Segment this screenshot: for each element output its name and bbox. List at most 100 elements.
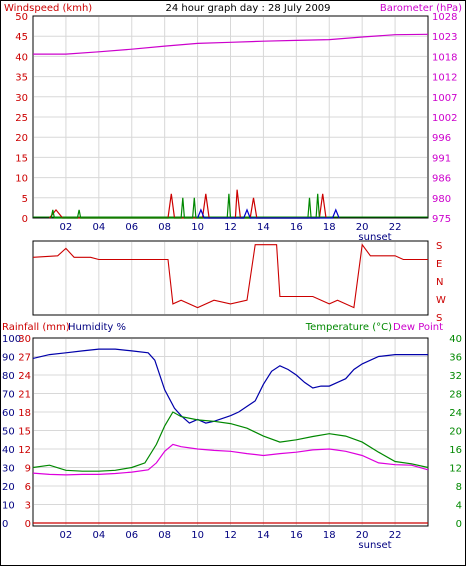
top-x-tick-14: 14 bbox=[257, 222, 270, 233]
temperature-tick-32: 32 bbox=[449, 371, 462, 382]
series-dew-point-line bbox=[32, 443, 429, 476]
bottom-sunset-label: sunset bbox=[358, 540, 391, 551]
bottom-x-tick-14: 14 bbox=[257, 530, 270, 541]
series-temperature-line bbox=[32, 411, 429, 472]
top-x-tick-10: 10 bbox=[191, 222, 204, 233]
series-windspeed-line bbox=[197, 208, 340, 219]
top-panel-grid bbox=[34, 17, 427, 217]
top-x-tick-04: 04 bbox=[92, 222, 105, 233]
barometer-tick-980: 980 bbox=[432, 194, 451, 205]
direction-panel-grid bbox=[65, 242, 396, 314]
bottom-x-tick-02: 02 bbox=[60, 530, 73, 541]
rainfall-axis-label: Rainfall (mm) bbox=[2, 322, 70, 333]
windspeed-tick-5: 5 bbox=[22, 194, 28, 205]
barometer-tick-986: 986 bbox=[432, 174, 451, 185]
humidity-tick-100: 100 bbox=[2, 334, 21, 345]
barometer-tick-1028: 1028 bbox=[432, 12, 457, 23]
humidity-tick-40: 40 bbox=[2, 445, 15, 456]
barometer-tick-991: 991 bbox=[432, 153, 451, 164]
series-wind-direction-line bbox=[32, 243, 428, 309]
direction-tick-W-3: W bbox=[436, 295, 446, 306]
rainfall-tick-24: 24 bbox=[18, 371, 31, 382]
top-x-tick-12: 12 bbox=[224, 222, 237, 233]
series-humidity-line bbox=[32, 348, 428, 424]
bottom-x-tick-04: 04 bbox=[92, 530, 105, 541]
windspeed-axis-label: Windspeed (kmh) bbox=[4, 3, 92, 14]
humidity-tick-80: 80 bbox=[2, 371, 15, 382]
top-panel-series bbox=[33, 33, 429, 219]
rainfall-tick-labels: 0 3 6 9 12 15 18 21 24 27 30 bbox=[18, 334, 31, 530]
temperature-tick-16: 16 bbox=[449, 445, 462, 456]
direction-tick-E-1: E bbox=[436, 259, 442, 270]
top-x-tick-18: 18 bbox=[323, 222, 336, 233]
bottom-panel-grid bbox=[34, 339, 427, 525]
windspeed-tick-35: 35 bbox=[15, 73, 28, 84]
temperature-tick-12: 12 bbox=[449, 464, 462, 475]
windspeed-tick-50: 50 bbox=[15, 12, 28, 23]
bottom-x-tick-06: 06 bbox=[125, 530, 138, 541]
barometer-tick-1012: 1012 bbox=[432, 73, 457, 84]
humidity-tick-90: 90 bbox=[2, 353, 15, 364]
rainfall-tick-9: 9 bbox=[25, 464, 31, 475]
rainfall-tick-21: 21 bbox=[18, 390, 31, 401]
temperature-tick-40: 40 bbox=[449, 334, 462, 345]
windspeed-tick-25: 25 bbox=[15, 113, 28, 124]
bottom-x-tick-12: 12 bbox=[224, 530, 237, 541]
humidity-tick-0: 0 bbox=[2, 519, 8, 530]
rainfall-tick-3: 3 bbox=[25, 501, 31, 512]
series-windspeed-average-line bbox=[50, 193, 320, 219]
bottom-x-tick-08: 08 bbox=[158, 530, 171, 541]
temperature-tick-28: 28 bbox=[449, 390, 462, 401]
barometer-axis-label: Barometer (hPa) bbox=[380, 3, 462, 14]
direction-tick-S-0: S bbox=[436, 241, 442, 252]
windspeed-tick-15: 15 bbox=[15, 153, 28, 164]
bottom-x-tick-20: 20 bbox=[356, 530, 369, 541]
top-x-tick-22: 22 bbox=[389, 222, 402, 233]
humidity-tick-10: 10 bbox=[2, 501, 15, 512]
humidity-tick-60: 60 bbox=[2, 408, 15, 419]
temperature-tick-20: 20 bbox=[449, 427, 462, 438]
windspeed-tick-20: 20 bbox=[15, 133, 28, 144]
series-barometer-line bbox=[33, 33, 429, 55]
chart-title: 24 hour graph day : 28 July 2009 bbox=[165, 3, 330, 14]
bottom-panel-series bbox=[32, 348, 429, 524]
top-x-tick-20: 20 bbox=[356, 222, 369, 233]
temperature-tick-labels: 0 4 8 12 16 20 24 28 32 36 40 bbox=[449, 334, 462, 530]
temperature-tick-24: 24 bbox=[449, 408, 462, 419]
barometer-tick-1002: 1002 bbox=[432, 113, 457, 124]
temperature-tick-0: 0 bbox=[456, 519, 462, 530]
windspeed-tick-40: 40 bbox=[15, 52, 28, 63]
humidity-tick-30: 30 bbox=[2, 464, 15, 475]
top-x-tick-08: 08 bbox=[158, 222, 171, 233]
rainfall-tick-27: 27 bbox=[18, 353, 31, 364]
barometer-tick-1023: 1023 bbox=[432, 32, 457, 43]
rainfall-tick-30: 30 bbox=[18, 334, 31, 345]
barometer-tick-1007: 1007 bbox=[432, 93, 457, 104]
windspeed-tick-45: 45 bbox=[15, 32, 28, 43]
top-x-tick-labels: 02 04 06 08 10 12 14 16 18 20 22 bbox=[60, 222, 402, 233]
barometer-tick-975: 975 bbox=[432, 214, 451, 225]
humidity-tick-20: 20 bbox=[2, 482, 15, 493]
temperature-axis-label: Temperature (°C) bbox=[305, 322, 392, 333]
dewpoint-axis-label: Dew Point bbox=[393, 322, 443, 333]
barometer-tick-labels: 975 980 986 991 996 1002 1007 1012 1018 1023 1028 bbox=[432, 12, 457, 225]
temperature-tick-4: 4 bbox=[456, 501, 462, 512]
top-x-tick-16: 16 bbox=[290, 222, 303, 233]
windspeed-tick-30: 30 bbox=[15, 93, 28, 104]
rainfall-tick-15: 15 bbox=[18, 427, 31, 438]
direction-tick-S-4: S bbox=[436, 313, 442, 324]
bottom-x-tick-22: 22 bbox=[389, 530, 402, 541]
humidity-axis-label: Humidity % bbox=[68, 322, 126, 333]
bottom-x-tick-labels: 02 04 06 08 10 12 14 16 18 20 22 bbox=[60, 530, 402, 541]
windspeed-tick-labels: 0 5 10 15 20 25 30 35 40 45 50 bbox=[15, 12, 28, 225]
humidity-tick-70: 70 bbox=[2, 390, 15, 401]
rainfall-tick-18: 18 bbox=[18, 408, 31, 419]
barometer-tick-1018: 1018 bbox=[432, 52, 457, 63]
barometer-tick-996: 996 bbox=[432, 133, 451, 144]
direction-panel-series bbox=[32, 243, 428, 309]
temperature-tick-36: 36 bbox=[449, 353, 462, 364]
rainfall-tick-0: 0 bbox=[25, 519, 31, 530]
top-sunset-label: sunset bbox=[358, 232, 391, 243]
rainfall-tick-6: 6 bbox=[25, 482, 31, 493]
